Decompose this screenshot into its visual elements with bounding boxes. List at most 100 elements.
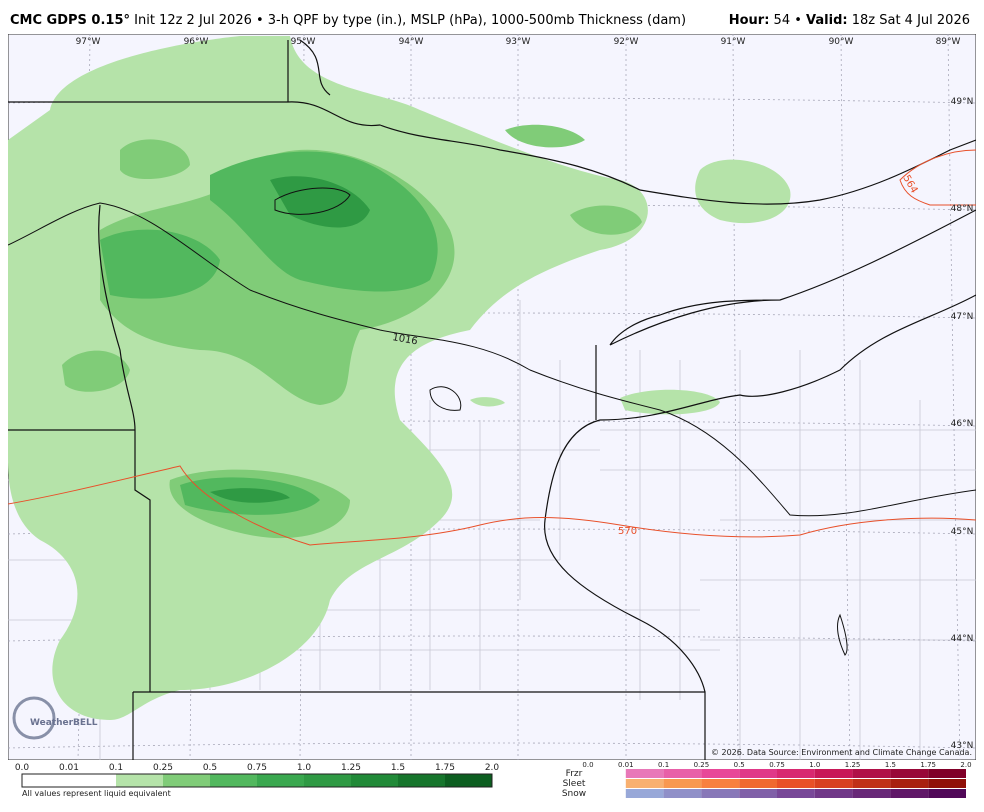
type-swatch <box>625 789 664 798</box>
longitude-label: 96°W <box>184 37 209 47</box>
latitude-label: 46°N <box>951 419 974 429</box>
type-tick-label: 0.1 <box>658 761 669 769</box>
type-swatch <box>663 789 702 798</box>
valid: 18z Sat 4 Jul 2026 <box>852 13 970 28</box>
type-swatch <box>777 769 815 778</box>
rain-tick-label: 1.75 <box>435 763 455 773</box>
logo: WeatherBELL <box>12 696 98 740</box>
type-swatch <box>739 769 777 778</box>
rain-tick-label: 1.25 <box>341 763 361 773</box>
type-swatch <box>928 779 966 788</box>
header-left: CMC GDPS 0.15° Init 12z 2 Jul 2026 • 3-h… <box>10 13 686 28</box>
type-tick-label: 0.01 <box>618 761 634 769</box>
latitude-label: 44°N <box>951 634 974 644</box>
thickness <box>8 149 976 546</box>
rain-tick-label: 0.1 <box>109 763 123 773</box>
rain-tick-label: 1.0 <box>297 763 312 773</box>
type-swatch <box>701 779 740 788</box>
rain-bar-frame <box>21 773 493 788</box>
latitude-label: 49°N <box>951 97 974 107</box>
type-label: Frzr <box>566 769 583 779</box>
hour-label: Hour: <box>729 13 770 28</box>
type-swatch <box>928 769 966 778</box>
type-swatch <box>814 779 853 788</box>
rain-tick-label: 1.5 <box>391 763 405 773</box>
type-swatch <box>890 779 929 788</box>
rain-swatch <box>351 774 398 787</box>
rain-tick-label: 0.01 <box>59 763 79 773</box>
type-swatch <box>739 789 777 798</box>
valid-label: Valid: <box>806 13 848 28</box>
rain-swatch <box>398 774 445 787</box>
rain-tick-label: 0.0 <box>15 763 30 773</box>
longitude-label: 91°W <box>721 37 746 47</box>
type-tick-label: 2.0 <box>960 761 971 769</box>
logo-text: WeatherBELL <box>30 718 98 728</box>
rain-swatch <box>210 774 257 787</box>
type-swatch <box>625 779 664 788</box>
hour: 54 <box>774 13 791 28</box>
type-swatch <box>852 769 891 778</box>
rain-swatch <box>116 774 163 787</box>
copyright: © 2026. Data Source: Environment and Cli… <box>711 748 972 757</box>
latitude-label: 43°N <box>951 741 974 751</box>
rain-swatch <box>257 774 304 787</box>
type-swatch <box>852 779 891 788</box>
type-swatch <box>701 769 740 778</box>
type-swatch <box>625 769 664 778</box>
thickness-label: 570 <box>618 526 637 537</box>
rain-tick-label: 0.25 <box>153 763 173 773</box>
rain-swatch <box>445 774 492 787</box>
type-swatch <box>928 789 966 798</box>
type-tick-label: 1.75 <box>920 761 936 769</box>
rain-swatch <box>69 774 116 787</box>
precip <box>8 36 791 720</box>
longitude-label: 94°W <box>399 37 424 47</box>
longitude-label: 90°W <box>829 37 854 47</box>
type-swatch <box>739 779 777 788</box>
type-swatch <box>814 789 853 798</box>
type-swatch <box>852 789 891 798</box>
type-tick-label: 1.25 <box>845 761 861 769</box>
type-tick-label: 1.0 <box>809 761 820 769</box>
latitude-label: 48°N <box>951 204 974 214</box>
header-right: Hour: 54 • Valid: 18z Sat 4 Jul 2026 <box>729 13 970 28</box>
rain-tick-label: 2.0 <box>485 763 500 773</box>
longitude-label: 93°W <box>506 37 531 47</box>
longitude-label: 97°W <box>76 37 101 47</box>
longitude-label: 95°W <box>291 37 316 47</box>
coordinate-labels: 97°W 96°W 95°W 94°W 93°W 92°W 91°W 90°W 89°W 49°N… <box>76 37 974 751</box>
type-swatch <box>890 789 929 798</box>
latitude-label: 45°N <box>951 527 974 537</box>
isobars <box>8 187 976 517</box>
rain-swatch <box>304 774 351 787</box>
type-swatch <box>701 789 740 798</box>
type-label: Snow <box>562 789 586 799</box>
type-label: Sleet <box>563 779 586 789</box>
type-swatch <box>814 769 853 778</box>
type-tick-label: 1.5 <box>885 761 896 769</box>
type-swatch <box>663 779 702 788</box>
type-tick-label: 0.75 <box>769 761 785 769</box>
separator: • <box>794 13 802 28</box>
type-swatch <box>777 789 815 798</box>
boundaries <box>8 39 976 760</box>
latitude-label: 47°N <box>951 312 974 322</box>
type-tick-label: 0.0 <box>582 761 593 769</box>
isobar-label: 1016 <box>391 332 418 347</box>
rain-tick-label: 0.75 <box>247 763 267 773</box>
type-swatch <box>663 769 702 778</box>
rain-tick-label: 0.5 <box>203 763 217 773</box>
model: CMC GDPS 0.15° <box>10 13 130 28</box>
legend: All values represent liquid equivalent 0… <box>15 761 972 799</box>
legend-note: All values represent liquid equivalent <box>22 789 171 798</box>
type-tick-label: 0.25 <box>694 761 710 769</box>
longitude-label: 92°W <box>614 37 639 47</box>
type-swatch <box>890 769 929 778</box>
map: WeatherBELL 97°W 96°W 95°W 94°W 93°W 92°W 91°W… <box>8 34 976 760</box>
rain-swatch <box>163 774 210 787</box>
description: Init 12z 2 Jul 2026 • 3-h QPF by type (i… <box>134 13 686 28</box>
longitude-label: 89°W <box>936 37 961 47</box>
rain-swatch <box>22 774 69 787</box>
